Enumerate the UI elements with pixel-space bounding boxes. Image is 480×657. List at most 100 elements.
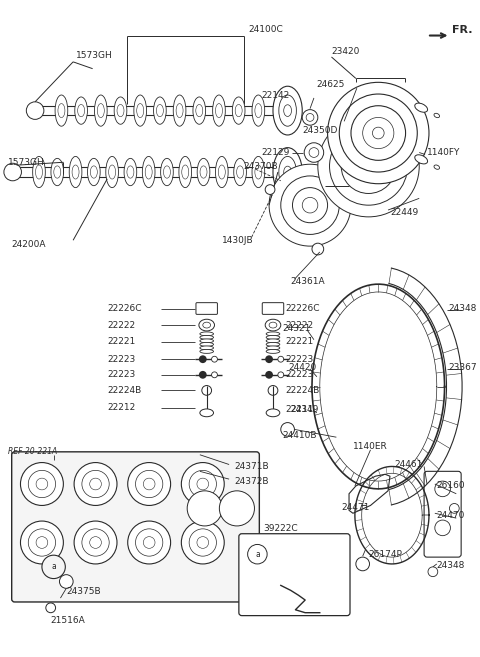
Circle shape xyxy=(281,422,294,436)
Circle shape xyxy=(144,478,155,490)
Ellipse shape xyxy=(200,339,214,343)
Ellipse shape xyxy=(176,104,183,118)
Ellipse shape xyxy=(266,350,280,353)
Circle shape xyxy=(306,114,314,122)
Ellipse shape xyxy=(434,165,440,170)
Ellipse shape xyxy=(72,165,79,179)
Text: 24321: 24321 xyxy=(283,323,311,332)
Text: 24361A: 24361A xyxy=(290,277,325,286)
Ellipse shape xyxy=(218,165,225,179)
Ellipse shape xyxy=(58,104,65,118)
Circle shape xyxy=(90,537,101,549)
Circle shape xyxy=(28,529,56,556)
Ellipse shape xyxy=(179,156,192,188)
Text: 22222: 22222 xyxy=(107,321,135,330)
Text: 22226C: 22226C xyxy=(107,304,142,313)
FancyBboxPatch shape xyxy=(12,452,259,602)
Ellipse shape xyxy=(284,166,291,178)
Text: 22223: 22223 xyxy=(107,371,135,379)
Circle shape xyxy=(449,503,459,513)
Circle shape xyxy=(199,355,207,363)
Circle shape xyxy=(187,491,222,526)
Circle shape xyxy=(36,537,48,549)
Ellipse shape xyxy=(200,336,214,339)
Circle shape xyxy=(278,356,284,362)
Circle shape xyxy=(21,463,63,505)
Circle shape xyxy=(197,537,209,549)
Ellipse shape xyxy=(51,158,64,186)
Circle shape xyxy=(202,386,212,396)
Text: 23420: 23420 xyxy=(332,47,360,56)
Ellipse shape xyxy=(200,409,214,417)
Circle shape xyxy=(90,478,101,490)
Ellipse shape xyxy=(156,104,163,117)
Ellipse shape xyxy=(292,188,327,223)
Circle shape xyxy=(302,110,318,125)
Text: 24420: 24420 xyxy=(288,363,317,371)
Ellipse shape xyxy=(284,104,291,116)
Circle shape xyxy=(309,148,319,158)
Text: 24348: 24348 xyxy=(448,304,477,313)
Ellipse shape xyxy=(216,104,222,118)
Ellipse shape xyxy=(137,104,144,118)
Circle shape xyxy=(74,521,117,564)
Circle shape xyxy=(26,102,44,120)
Text: 22221: 22221 xyxy=(286,337,314,346)
Text: 1573GH: 1573GH xyxy=(8,158,45,167)
Text: 24348: 24348 xyxy=(437,561,465,570)
Ellipse shape xyxy=(114,97,127,124)
Ellipse shape xyxy=(216,156,228,188)
Ellipse shape xyxy=(318,116,419,217)
Circle shape xyxy=(435,520,450,535)
Ellipse shape xyxy=(327,82,429,184)
Ellipse shape xyxy=(353,150,384,182)
Ellipse shape xyxy=(154,97,166,124)
Ellipse shape xyxy=(415,155,428,164)
Ellipse shape xyxy=(203,322,211,328)
Ellipse shape xyxy=(234,158,246,186)
Text: 39222C: 39222C xyxy=(263,524,298,533)
Ellipse shape xyxy=(87,158,100,186)
Ellipse shape xyxy=(302,197,318,213)
Text: 22224B: 22224B xyxy=(107,386,142,395)
Text: 24370B: 24370B xyxy=(244,162,278,171)
Ellipse shape xyxy=(193,97,205,124)
Text: 1573GH: 1573GH xyxy=(76,51,113,60)
Ellipse shape xyxy=(351,106,406,160)
Circle shape xyxy=(46,603,56,613)
Circle shape xyxy=(181,463,224,505)
Ellipse shape xyxy=(266,332,280,336)
Text: 24371B: 24371B xyxy=(234,462,269,471)
Ellipse shape xyxy=(252,95,264,126)
Ellipse shape xyxy=(434,113,440,118)
Text: 24461: 24461 xyxy=(395,460,423,469)
Text: 22212: 22212 xyxy=(107,403,135,413)
Ellipse shape xyxy=(339,94,417,172)
FancyBboxPatch shape xyxy=(239,533,350,616)
FancyBboxPatch shape xyxy=(424,471,461,557)
Ellipse shape xyxy=(281,176,339,235)
Ellipse shape xyxy=(279,95,296,126)
Ellipse shape xyxy=(54,166,61,178)
Ellipse shape xyxy=(164,166,170,178)
Ellipse shape xyxy=(200,342,214,346)
Circle shape xyxy=(135,470,163,497)
Circle shape xyxy=(312,243,324,255)
Ellipse shape xyxy=(252,156,264,188)
Ellipse shape xyxy=(95,95,107,126)
Text: 24372B: 24372B xyxy=(234,476,268,486)
Circle shape xyxy=(4,163,22,181)
Ellipse shape xyxy=(182,165,189,179)
Circle shape xyxy=(181,521,224,564)
Ellipse shape xyxy=(266,339,280,343)
Ellipse shape xyxy=(269,164,351,246)
Ellipse shape xyxy=(200,346,214,350)
Circle shape xyxy=(212,372,217,378)
Circle shape xyxy=(28,470,56,497)
Circle shape xyxy=(189,529,216,556)
Text: 21516A: 21516A xyxy=(51,616,85,625)
Text: 22226C: 22226C xyxy=(286,304,320,313)
Ellipse shape xyxy=(269,322,277,328)
Ellipse shape xyxy=(69,156,82,188)
Text: REF 20-221A: REF 20-221A xyxy=(8,447,57,457)
